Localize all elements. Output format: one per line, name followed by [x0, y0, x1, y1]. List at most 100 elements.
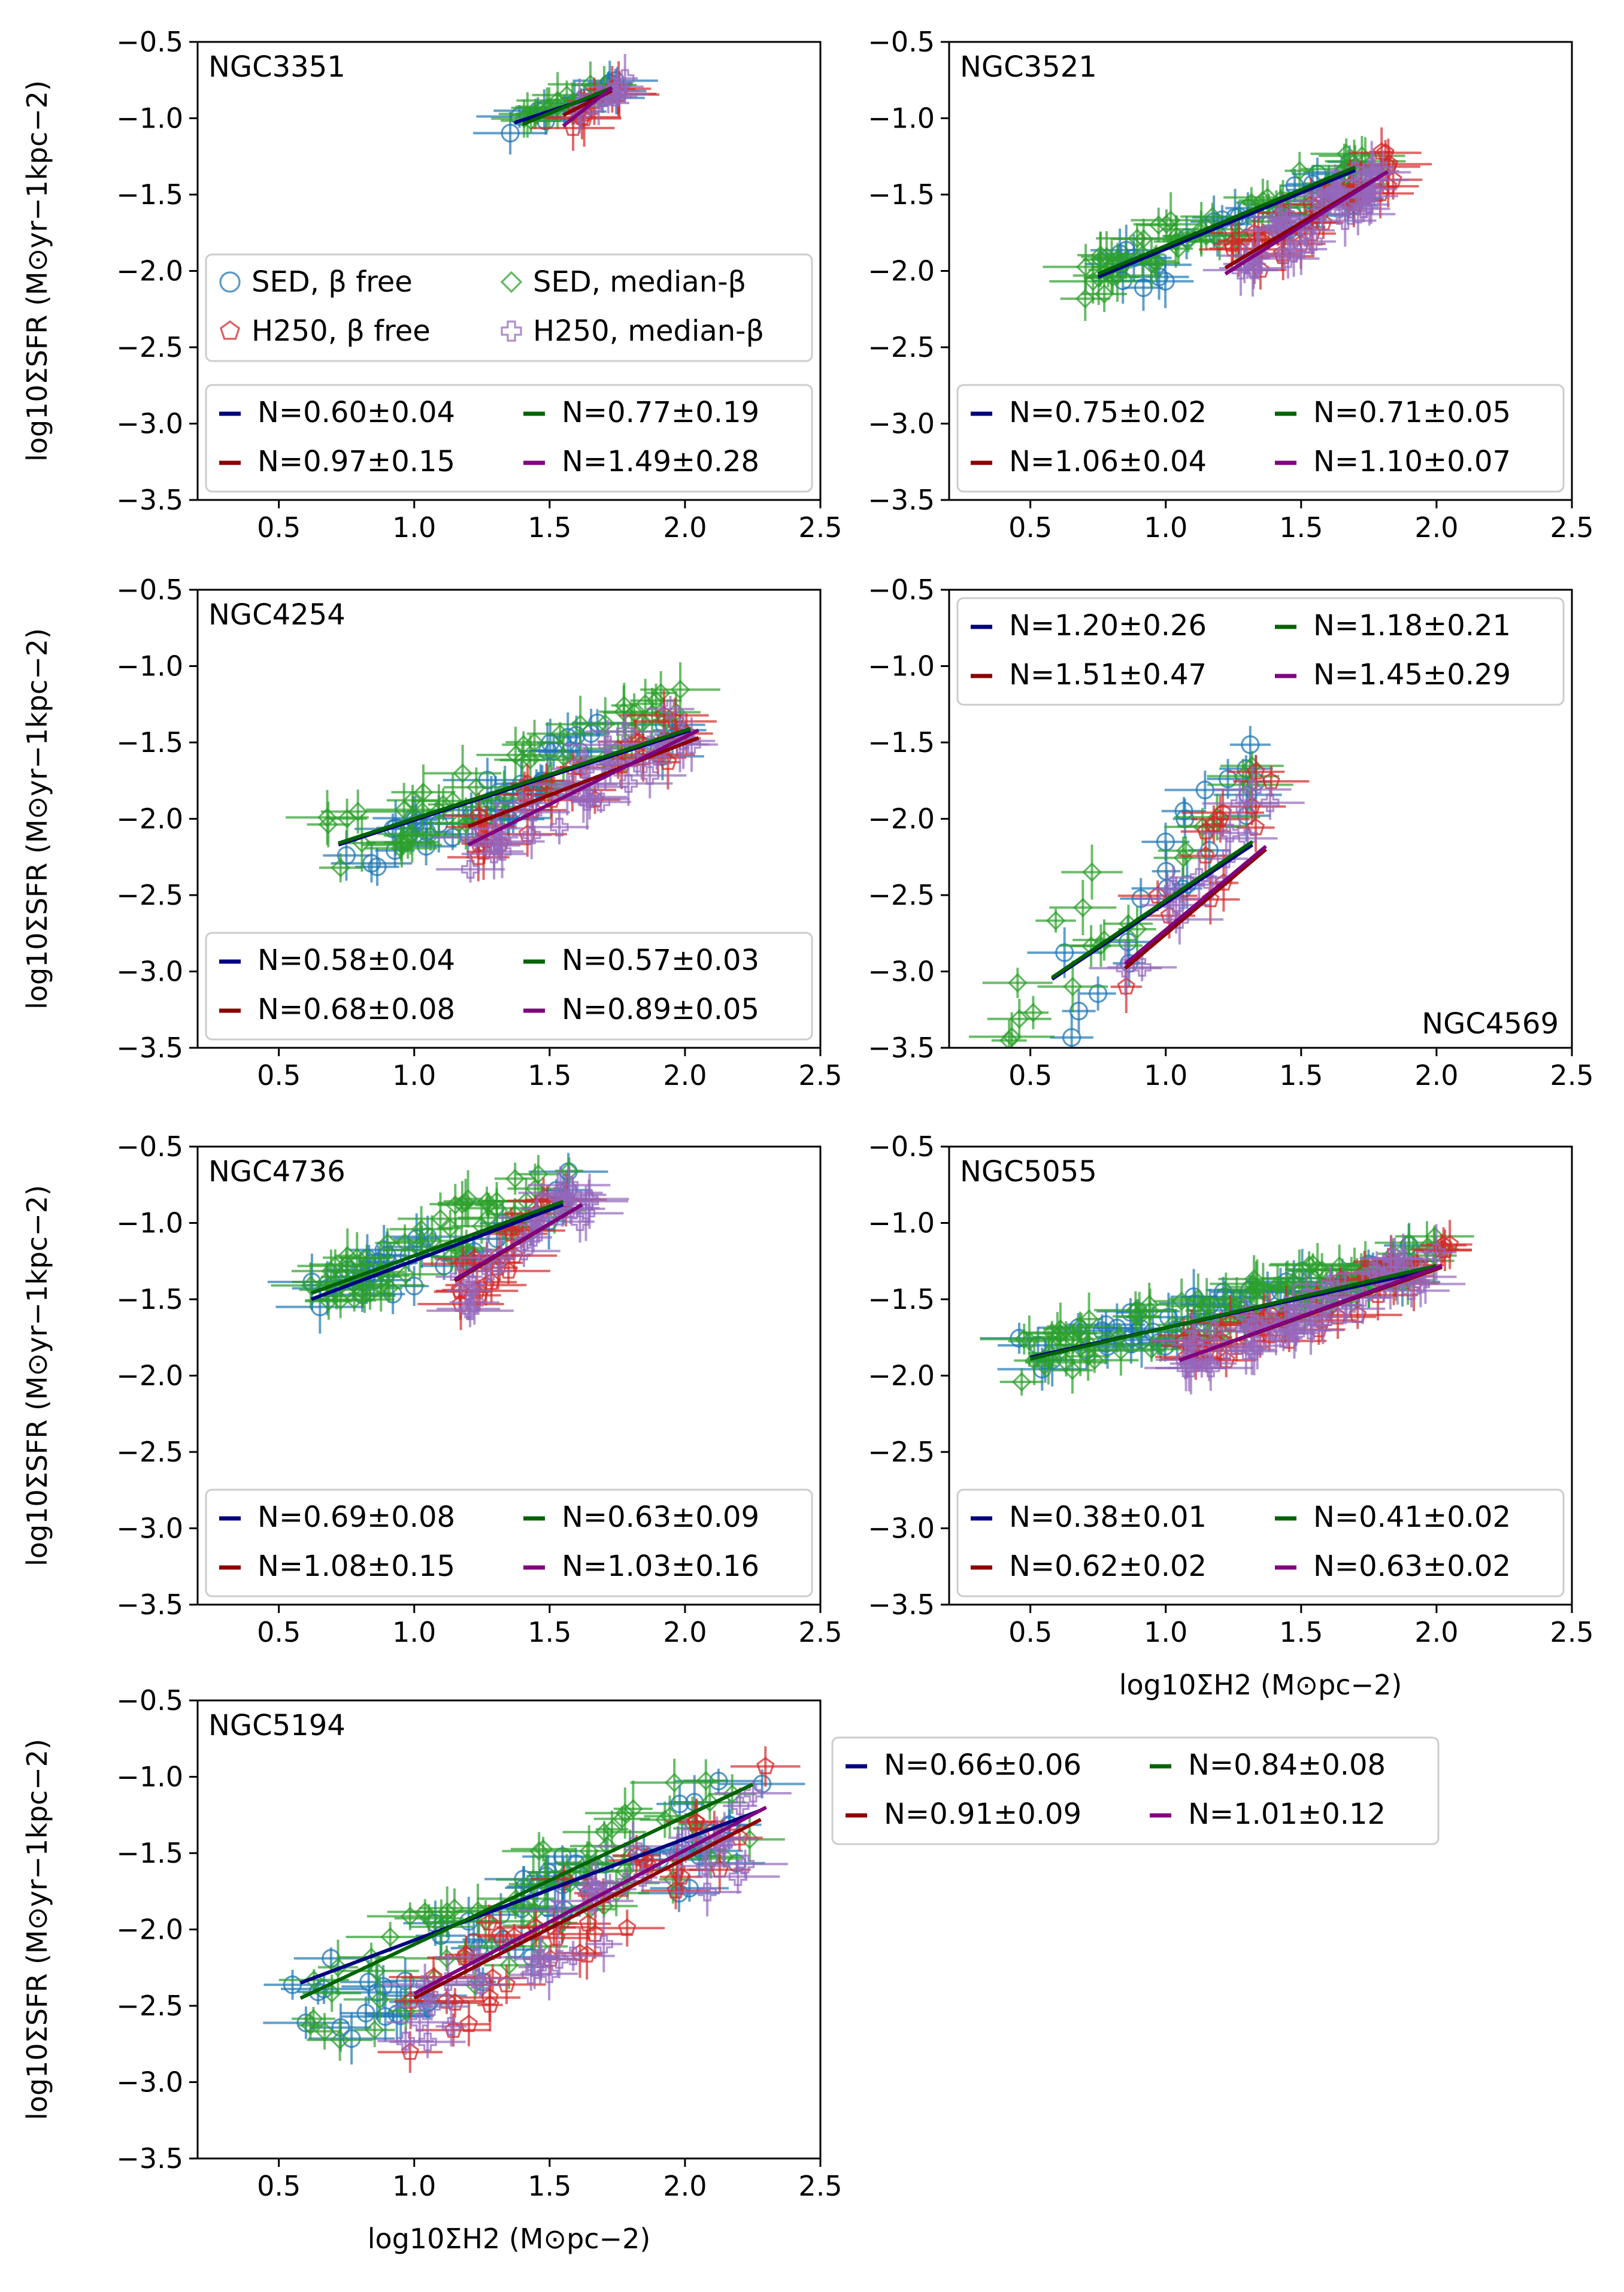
data-point [325, 1256, 346, 1276]
y-tick-label: −2.0 [116, 803, 183, 835]
data-point [549, 1901, 568, 1920]
data-point [490, 1925, 510, 1943]
plot-area [472, 53, 660, 154]
x-tick-label: 1.5 [528, 1616, 571, 1648]
x-tick-label: 2.5 [798, 1616, 842, 1648]
data-point [728, 1867, 747, 1886]
galaxy-name: NGC4254 [208, 598, 346, 632]
data-point [580, 789, 599, 808]
data-point [422, 1997, 441, 2016]
data-point [1144, 251, 1165, 271]
data-point [514, 108, 534, 129]
data-point [457, 1945, 475, 1963]
data-point [337, 1245, 357, 1266]
data-point [1241, 735, 1260, 754]
y-tick-label: −1.0 [116, 650, 183, 683]
data-point [1127, 228, 1147, 248]
data-point [459, 1299, 478, 1318]
data-point [395, 1233, 415, 1253]
data-point [615, 1803, 635, 1823]
x-tick-label: 0.5 [1008, 1616, 1052, 1648]
fit-line-fit_h250_free [468, 736, 699, 829]
galaxy-name: NGC3351 [208, 50, 346, 84]
data-point [365, 2020, 384, 2040]
y-tick-label: −2.0 [868, 803, 935, 835]
y-tick-label: −3.0 [116, 408, 183, 440]
legend-label: N=0.91±0.09 [884, 1797, 1081, 1831]
data-point [528, 1164, 549, 1184]
x-tick-label: 2.0 [663, 1059, 707, 1092]
data-point [563, 1185, 583, 1205]
legend-label: N=1.03±0.16 [562, 1550, 759, 1583]
y-tick-label: −2.0 [116, 1360, 183, 1392]
data-point [529, 1215, 549, 1234]
x-tick-label: 2.5 [798, 1059, 842, 1092]
x-tick-label: 2.5 [798, 511, 842, 544]
legend-box [205, 1488, 813, 1597]
data-point [481, 1262, 500, 1281]
legend-label: N=0.97±0.15 [257, 445, 455, 478]
data-point [615, 1860, 635, 1881]
y-axis-label: log10ΣSFR (M⊙yr−1kpc−2) [21, 1185, 53, 1566]
data-point [499, 1955, 519, 1975]
data-point [1069, 1002, 1089, 1021]
y-tick-label: −1.5 [116, 1283, 183, 1315]
x-tick-label: 1.0 [1144, 511, 1187, 544]
data-point [456, 814, 476, 833]
data-point [446, 1195, 465, 1215]
y-tick-label: −0.5 [868, 1130, 935, 1163]
y-tick-label: −0.5 [868, 26, 935, 58]
data-point [396, 2032, 415, 2051]
x-tick-label: 1.0 [1144, 1059, 1187, 1092]
data-point [1290, 161, 1310, 181]
y-tick-label: −0.5 [116, 1130, 183, 1163]
data-point [670, 1794, 689, 1814]
fit-legend: N=1.20±0.26 N=1.18±0.21 N=1.51±0.47 N=1.45±… [956, 597, 1565, 706]
data-point [1220, 823, 1240, 842]
data-point [1316, 1295, 1335, 1315]
data-point [1222, 234, 1241, 252]
x-tick-label: 1.0 [392, 1059, 436, 1092]
data-point [449, 812, 469, 833]
data-point [1320, 1281, 1340, 1300]
data-point [550, 817, 569, 837]
data-point [462, 1275, 482, 1294]
data-point [1244, 1341, 1264, 1361]
data-point [342, 2029, 361, 2048]
data-point [480, 1913, 498, 1931]
y-tick-label: −2.0 [116, 255, 183, 287]
data-point [1046, 911, 1066, 930]
y-tick-label: −3.0 [116, 1512, 183, 1545]
data-point [660, 699, 680, 718]
x-tick-label: 1.0 [392, 1616, 436, 1648]
data-point [696, 1856, 715, 1876]
legend-label: N=0.58±0.04 [257, 944, 455, 977]
data-point [612, 1809, 632, 1829]
y-tick-label: −3.0 [868, 1512, 935, 1545]
fit-legend: N=0.66±0.06 N=0.84±0.08 N=0.91±0.09 N=1.01±… [831, 1736, 1440, 1845]
y-tick-label: −3.5 [868, 1032, 935, 1064]
x-tick-label: 2.0 [1414, 1616, 1458, 1648]
fit-legend: N=0.38±0.01 N=0.41±0.02 N=0.62±0.02 N=0.63±… [956, 1488, 1565, 1597]
y-tick-label: −1.0 [116, 1207, 183, 1239]
x-tick-label: 2.5 [1550, 1616, 1593, 1648]
data-point [1050, 1319, 1071, 1339]
legend-label: N=1.10±0.07 [1313, 445, 1511, 478]
fit-line-fit_sed_free [1097, 168, 1356, 279]
y-tick-label: −3.5 [116, 1588, 183, 1621]
y-tick-label: −1.5 [868, 726, 935, 759]
data-point [580, 1192, 599, 1211]
panel-ngc3351: −0.5 −1.0 −1.5 −2.0 −2.5 −3.0 −3.5 0.5 1.0 1.5 2.0… [21, 26, 843, 544]
data-point [577, 1945, 596, 1963]
data-point [301, 2015, 320, 2035]
legend-marker [219, 320, 241, 340]
data-point [1427, 1243, 1446, 1262]
y-tick-label: −0.5 [868, 574, 935, 606]
legend-label: N=1.06±0.04 [1009, 445, 1207, 478]
data-point [553, 747, 574, 766]
data-point [1330, 187, 1349, 207]
panel-ngc5194: −0.5 −1.0 −1.5 −2.0 −2.5 −3.0 −3.5 0.5 1.0 1.5 2.0… [21, 1684, 1440, 2255]
data-point [1156, 214, 1177, 234]
data-point [1411, 1274, 1431, 1294]
